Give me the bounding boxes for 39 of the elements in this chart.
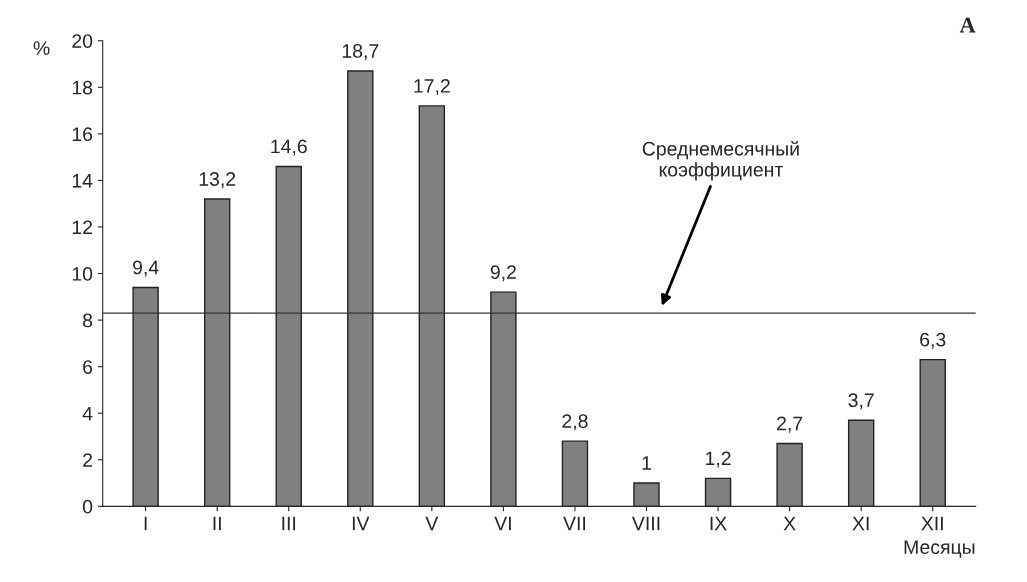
- x-tick-label: V: [425, 516, 439, 531]
- x-tick-label: XII: [921, 516, 943, 531]
- data-label: 3,7: [848, 393, 874, 410]
- ref-line-label: Среднемесячный коэффициент: [642, 141, 799, 181]
- chart-title: A: [959, 17, 976, 33]
- data-label: 1: [642, 456, 651, 470]
- y-tick-label: 4: [82, 406, 93, 421]
- x-tick-label: II: [213, 516, 221, 531]
- y-tick-label: 6: [83, 360, 93, 374]
- y-axis-title: %: [33, 41, 50, 55]
- x-tick-label: X: [783, 516, 796, 531]
- y-tick-label: 18: [72, 80, 93, 95]
- data-label: 6,3: [920, 332, 946, 349]
- y-tick-label: 16: [72, 127, 93, 142]
- data-label: 1,2: [706, 451, 731, 468]
- x-tick-label: VI: [494, 516, 511, 531]
- y-tick-label: 10: [72, 267, 93, 281]
- x-tick-label: VIII: [632, 516, 660, 531]
- x-tick-label: XI: [852, 516, 869, 531]
- x-tick-label: IV: [352, 516, 370, 531]
- y-tick-label: 14: [72, 174, 93, 188]
- x-tick-label: I: [144, 516, 147, 531]
- data-label: 18,7: [342, 44, 379, 61]
- x-tick-label: IX: [710, 516, 727, 531]
- data-label: 2,8: [562, 414, 588, 431]
- data-label: 17,2: [414, 79, 450, 96]
- x-tick-label: VII: [563, 516, 586, 531]
- x-axis-title: Месяцы: [904, 540, 975, 558]
- y-tick-label: 20: [72, 34, 93, 48]
- y-tick-label: 8: [83, 313, 93, 328]
- data-label: 14,6: [271, 139, 307, 156]
- data-label: 2,7: [777, 416, 803, 433]
- data-label: 9,4: [133, 260, 159, 277]
- y-tick-label: 2: [83, 453, 92, 467]
- x-tick-label: III: [282, 516, 296, 531]
- y-tick-label: 12: [72, 220, 92, 235]
- data-label: 9,2: [490, 265, 516, 282]
- data-label: 13,2: [199, 172, 236, 189]
- y-tick-label: 0: [82, 499, 93, 514]
